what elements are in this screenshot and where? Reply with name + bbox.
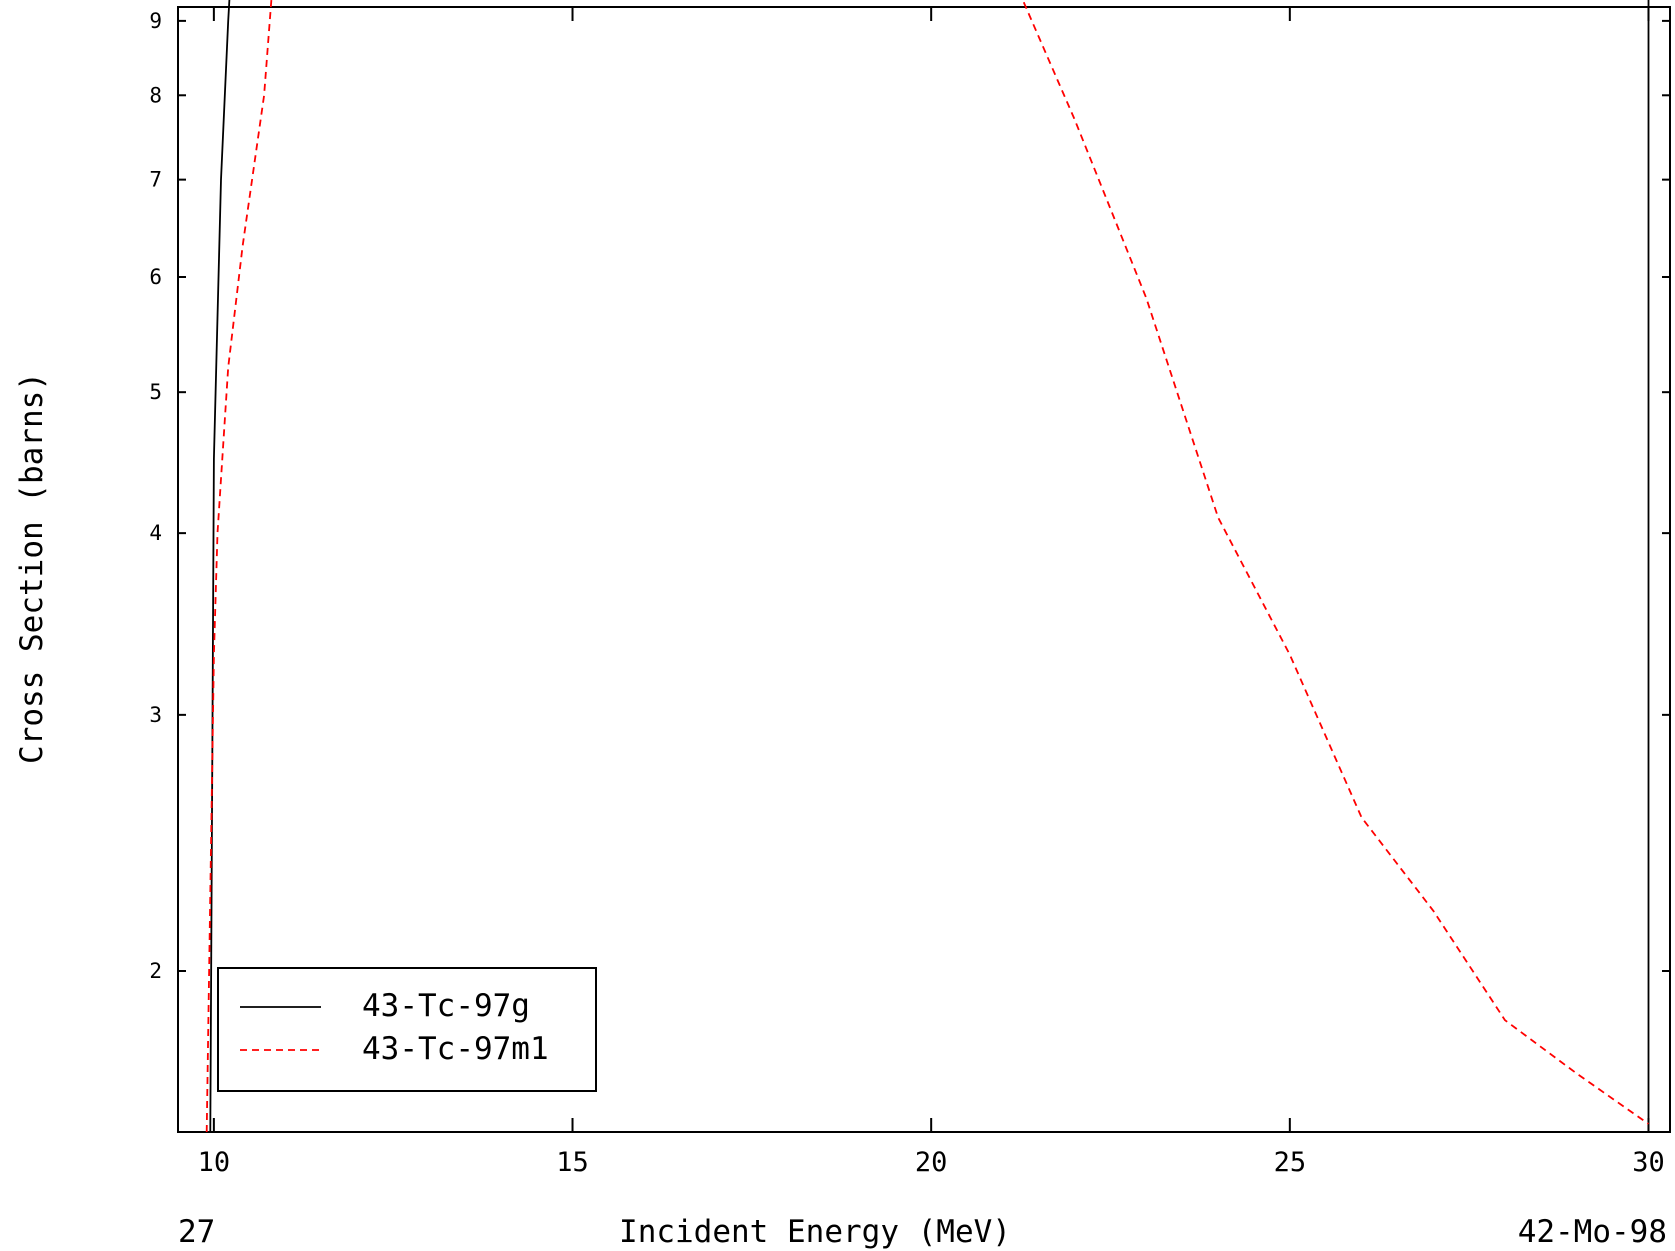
series-line-tc97m1 bbox=[205, 0, 1650, 1133]
y-tick-label: 8 bbox=[149, 83, 162, 107]
series-layer bbox=[205, 0, 1650, 1133]
legend-label-tc97g: 43-Tc-97g bbox=[362, 988, 530, 1024]
y-axis-label: Cross Section (barns) bbox=[14, 372, 50, 764]
legend-label-tc97m1: 43-Tc-97m1 bbox=[362, 1031, 549, 1067]
y-tick-label: 3 bbox=[149, 703, 162, 727]
y-tick-label: 2 bbox=[149, 959, 162, 983]
x-tick-label: 15 bbox=[556, 1147, 589, 1178]
y-tick-label: 6 bbox=[149, 265, 162, 289]
series-line-tc97g bbox=[209, 0, 1650, 1133]
bottom-right-label: 42-Mo-98 bbox=[1518, 1214, 1667, 1250]
y-tick-label: 5 bbox=[149, 380, 162, 404]
plot-frame bbox=[177, 6, 1671, 1133]
x-tick-label: 25 bbox=[1274, 1147, 1307, 1178]
x-tick-label: 20 bbox=[915, 1147, 948, 1178]
x-axis-label: Incident Energy (MeV) bbox=[619, 1214, 1011, 1250]
axis-ticks bbox=[178, 7, 1670, 1132]
legend: 43-Tc-97g 43-Tc-97m1 bbox=[217, 967, 597, 1092]
bottom-left-label: 27 bbox=[178, 1214, 215, 1250]
x-tick-label: 30 bbox=[1632, 1147, 1665, 1178]
y-tick-label: 7 bbox=[149, 168, 162, 192]
y-tick-label: 4 bbox=[149, 521, 162, 545]
x-tick-label: 10 bbox=[198, 1147, 231, 1178]
y-tick-label: 9 bbox=[149, 9, 162, 33]
legend-box bbox=[217, 967, 597, 1092]
axis-tick-labels: 10152025302345678910-12345678 bbox=[149, 9, 1665, 1178]
